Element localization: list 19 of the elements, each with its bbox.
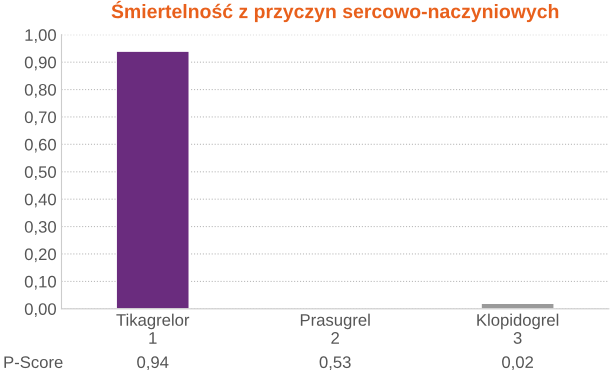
y-tick-label: 0,70 — [24, 111, 56, 126]
y-tick-label: 0,90 — [24, 56, 56, 70]
x-tick-label: Klopidogrel 3 — [477, 314, 558, 344]
chart-title: Śmiertelność z przyczyn sercowo-naczyniowych — [112, 0, 558, 22]
text: P-Score — [4, 356, 63, 368]
x-tick-label: Tikagrelor 1 — [116, 314, 190, 344]
text: 0,53 — [320, 356, 351, 370]
x-tick-label: Prasugrel 2 — [300, 314, 370, 344]
y-tick-label: 0,60 — [24, 138, 56, 153]
y-tick-label: 0,00 — [24, 303, 56, 317]
y-tick-label: 0,40 — [24, 194, 56, 208]
y-tick-label: 0,30 — [24, 220, 56, 235]
y-tick-label: 0,10 — [24, 276, 56, 290]
y-tick-label: 0,20 — [24, 248, 56, 262]
data-label: 0,02 — [502, 356, 534, 370]
data-label: 0,94 — [137, 356, 168, 370]
y-tick-label: 0,80 — [24, 84, 56, 98]
y-tick-label: 0,50 — [24, 166, 56, 180]
y-tick-label: 1,00 — [25, 29, 56, 43]
